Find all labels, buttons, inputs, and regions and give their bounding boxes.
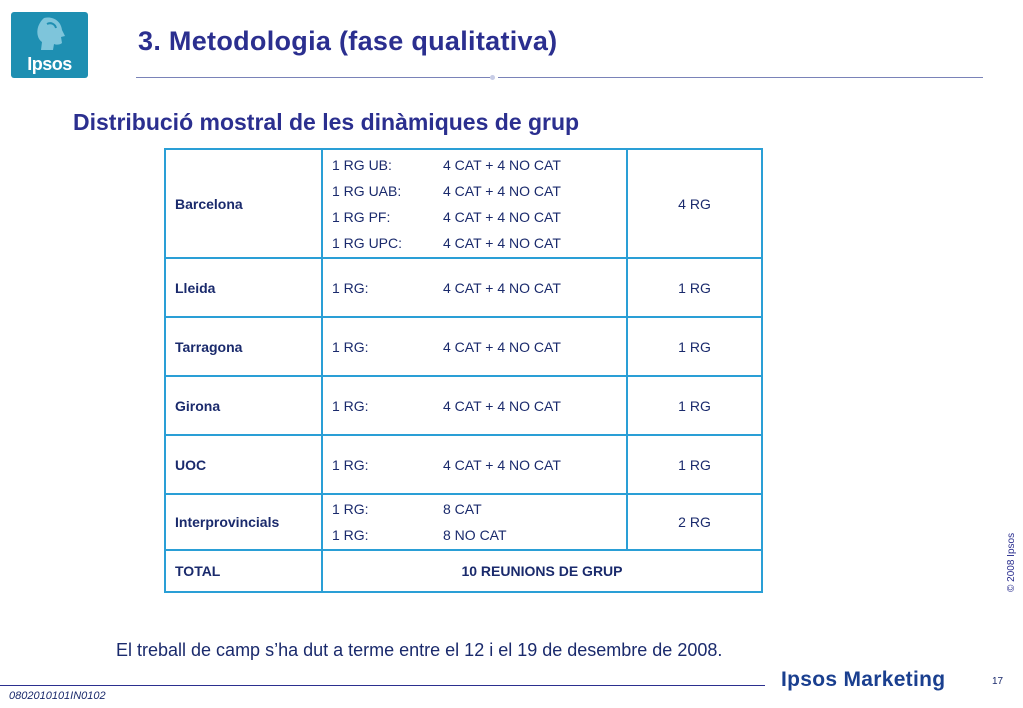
page-number: 17 — [992, 676, 1004, 687]
groups-detail-cell: 1 RG: 4 CAT + 4 NO CAT — [321, 316, 628, 377]
group-value: 4 CAT + 4 NO CAT — [443, 279, 561, 296]
group-line: 1 RG: 4 CAT + 4 NO CAT — [332, 334, 626, 360]
table-row: Tarragona 1 RG: 4 CAT + 4 NO CAT 1 RG — [164, 316, 763, 377]
total-label: TOTAL — [164, 549, 323, 593]
group-line: 1 RG PF: 4 CAT + 4 NO CAT — [332, 204, 626, 230]
group-line: 1 RG UB: 4 CAT + 4 NO CAT — [332, 152, 626, 178]
brand-wordmark: Ipsos Marketing — [781, 668, 946, 691]
count-cell: 1 RG — [626, 316, 763, 377]
table-row: Lleida 1 RG: 4 CAT + 4 NO CAT 1 RG — [164, 257, 763, 318]
total-row: TOTAL 10 REUNIONS DE GRUP — [164, 549, 763, 593]
table-row: UOC 1 RG: 4 CAT + 4 NO CAT 1 RG — [164, 434, 763, 495]
group-value: 8 CAT — [443, 501, 482, 517]
section-subtitle: Distribució mostral de les dinàmiques de… — [73, 109, 580, 135]
ipsos-head-icon — [37, 17, 65, 50]
groups-detail-cell: 1 RG: 4 CAT + 4 NO CAT — [321, 375, 628, 436]
groups-detail-cell: 1 RG UB: 4 CAT + 4 NO CAT 1 RG UAB: 4 CAT … — [321, 148, 628, 259]
document-code: 0802010101IN0102 — [9, 690, 106, 702]
group-key: 1 RG UB: — [332, 156, 392, 173]
title-divider — [136, 77, 490, 78]
group-line: 1 RG: 4 CAT + 4 NO CAT — [332, 275, 626, 301]
group-value: 4 CAT + 4 NO CAT — [443, 182, 561, 199]
group-key: 1 RG: — [332, 501, 369, 517]
group-value: 4 CAT + 4 NO CAT — [443, 156, 561, 173]
group-key: 1 RG: — [332, 456, 369, 473]
fieldwork-note: El treball de camp s’ha dut a terme entr… — [116, 640, 723, 660]
city-cell: UOC — [164, 434, 323, 495]
group-value: 8 NO CAT — [443, 527, 507, 543]
group-key: 1 RG: — [332, 279, 369, 296]
table-row: Girona 1 RG: 4 CAT + 4 NO CAT 1 RG — [164, 375, 763, 436]
group-line: 1 RG: 8 CAT — [332, 496, 626, 522]
city-cell: Tarragona — [164, 316, 323, 377]
count-cell: 1 RG — [626, 375, 763, 436]
group-value: 4 CAT + 4 NO CAT — [443, 338, 561, 355]
count-cell: 2 RG — [626, 493, 763, 551]
group-key: 1 RG PF: — [332, 208, 391, 225]
group-value: 4 CAT + 4 NO CAT — [443, 397, 561, 414]
group-line: 1 RG UAB: 4 CAT + 4 NO CAT — [332, 178, 626, 204]
city-cell: Girona — [164, 375, 323, 436]
city-cell: Interprovincials — [164, 493, 323, 551]
groups-detail-cell: 1 RG: 4 CAT + 4 NO CAT — [321, 257, 628, 318]
group-key: 1 RG UPC: — [332, 234, 403, 251]
count-cell: 4 RG — [626, 148, 763, 259]
city-cell: Lleida — [164, 257, 323, 318]
total-value: 10 REUNIONS DE GRUP — [321, 549, 763, 593]
group-key: 1 RG: — [332, 397, 369, 414]
group-line: 1 RG UPC: 4 CAT + 4 NO CAT — [332, 230, 626, 256]
groups-detail-cell: 1 RG: 8 CAT 1 RG: 8 NO CAT — [321, 493, 628, 551]
group-key: 1 RG: — [332, 527, 369, 543]
group-value: 4 CAT + 4 NO CAT — [443, 234, 561, 251]
title-divider-dot — [490, 75, 495, 80]
copyright-notice: © 2008 Ipsos — [1006, 532, 1017, 592]
sample-distribution-table: Barcelona 1 RG UB: 4 CAT + 4 NO CAT 1 RG … — [164, 148, 763, 593]
title-divider — [498, 77, 983, 78]
table-row: Barcelona 1 RG UB: 4 CAT + 4 NO CAT 1 RG … — [164, 148, 763, 259]
page-title: 3. Metodologia (fase qualitativa) — [138, 26, 558, 56]
group-value: 4 CAT + 4 NO CAT — [443, 456, 561, 473]
group-line: 1 RG: 4 CAT + 4 NO CAT — [332, 393, 626, 419]
table-row: Interprovincials 1 RG: 8 CAT 1 RG: 8 NO CA… — [164, 493, 763, 551]
logo-text: Ipsos — [27, 54, 72, 74]
footer-divider — [0, 685, 765, 686]
group-line: 1 RG: 4 CAT + 4 NO CAT — [332, 452, 626, 478]
group-line: 1 RG: 8 NO CAT — [332, 522, 626, 548]
group-key: 1 RG UAB: — [332, 182, 402, 199]
groups-detail-cell: 1 RG: 4 CAT + 4 NO CAT — [321, 434, 628, 495]
ipsos-logo: Ipsos — [11, 12, 88, 78]
group-value: 4 CAT + 4 NO CAT — [443, 208, 561, 225]
city-cell: Barcelona — [164, 148, 323, 259]
count-cell: 1 RG — [626, 434, 763, 495]
count-cell: 1 RG — [626, 257, 763, 318]
group-key: 1 RG: — [332, 338, 369, 355]
